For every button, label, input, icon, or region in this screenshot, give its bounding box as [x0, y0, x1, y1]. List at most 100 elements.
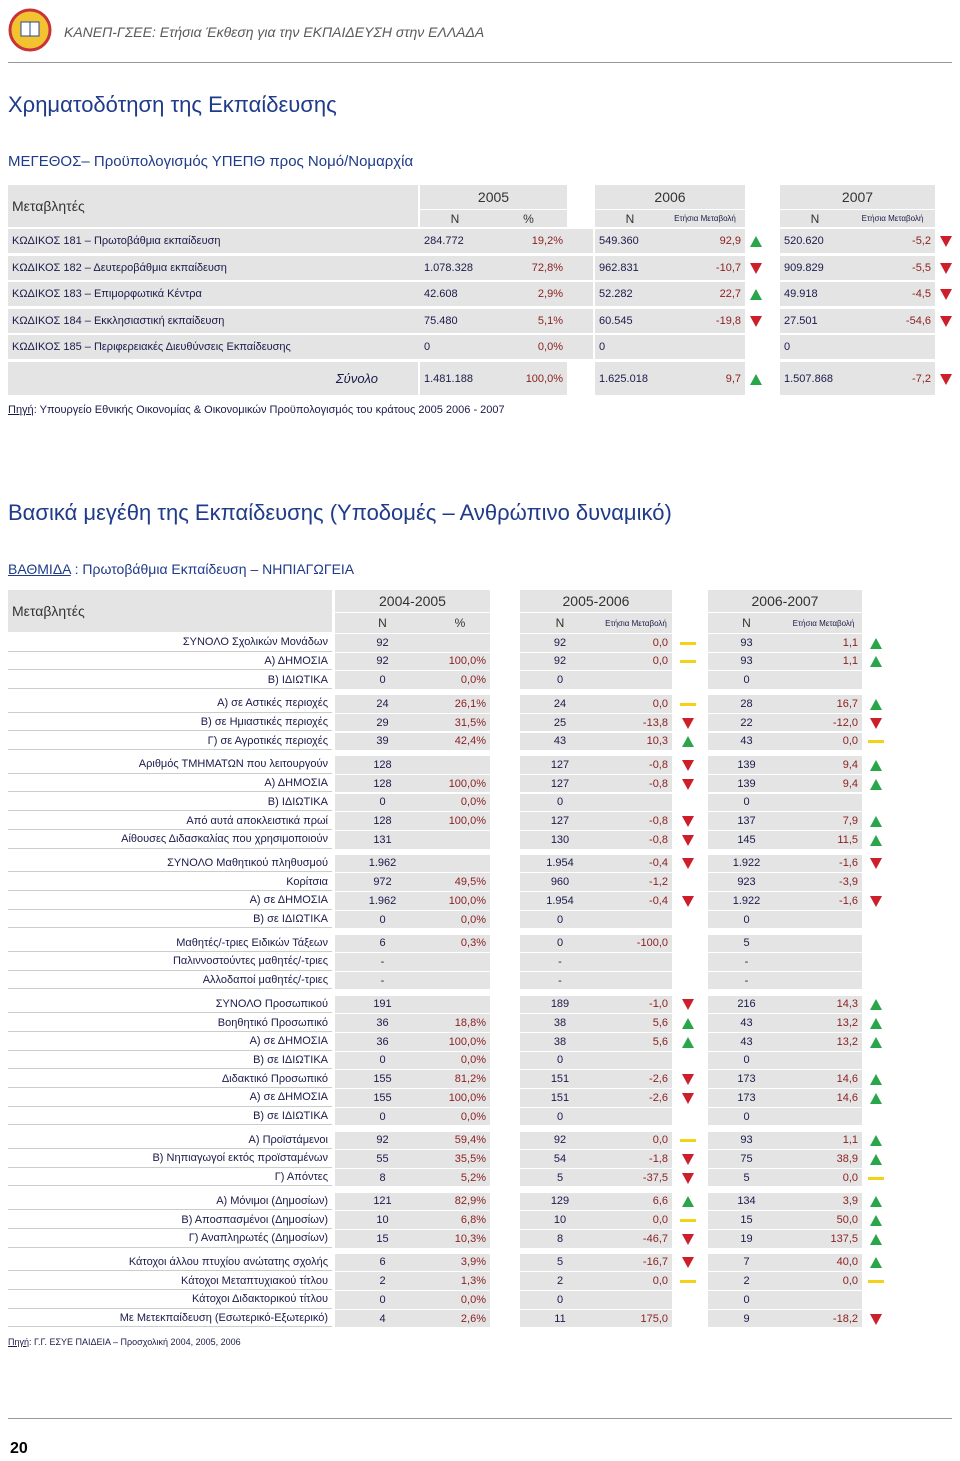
sub-header: Ετήσια Μεταβολή [600, 613, 672, 633]
trend-flat [680, 660, 696, 664]
value-cell: 0 [335, 1291, 430, 1309]
value-cell: 75 [708, 1150, 785, 1168]
value-cell: 75.480 [420, 308, 490, 333]
trend-up [750, 289, 762, 300]
row-label: Κορίτσια [8, 873, 332, 891]
value-cell: 26,1% [430, 695, 490, 713]
year-header: 2007 [780, 185, 935, 209]
value-cell: 49.918 [780, 282, 850, 306]
trend-flat [680, 1280, 696, 1284]
trend-down [750, 262, 762, 274]
trend-up [870, 1092, 882, 1104]
value-cell [785, 1107, 862, 1126]
value-cell: 11,5 [785, 831, 862, 849]
value-cell: 0,3% [430, 934, 490, 952]
trend-down [870, 717, 882, 729]
value-cell: -0,8 [600, 812, 672, 830]
value-cell [600, 910, 672, 929]
value-cell: 0 [595, 335, 665, 359]
value-cell: 19,2% [490, 229, 567, 253]
trend-up [870, 1036, 882, 1048]
value-cell: 1.954 [520, 854, 600, 873]
value-cell: 100,0% [430, 1089, 490, 1107]
row-label: Α) σε ΔΗΜΟΣΙΑ [8, 1033, 332, 1051]
value-cell: 92 [520, 652, 600, 671]
value-cell: 92 [335, 652, 430, 671]
value-cell: 1,3% [430, 1272, 490, 1290]
value-cell: 151 [520, 1070, 600, 1088]
value-cell: 3,9% [430, 1253, 490, 1272]
value-cell [600, 1291, 672, 1309]
value-cell: -100,0 [600, 934, 672, 952]
section-title: Χρηματοδότηση της Εκπαίδευσης [8, 92, 337, 117]
trend-up [870, 698, 882, 710]
sub-header: Ετήσια Μεταβολή [850, 210, 935, 227]
value-cell: 131 [335, 831, 430, 849]
value-cell: 14,6 [785, 1089, 862, 1107]
value-cell: 5,2% [430, 1168, 490, 1187]
trend-up [870, 1018, 882, 1030]
value-cell: 0 [520, 793, 600, 812]
value-cell: -2,6 [600, 1070, 672, 1088]
value-cell: 0 [708, 1107, 785, 1126]
value-cell: 1.954 [520, 892, 600, 910]
value-cell: 81,2% [430, 1070, 490, 1088]
value-cell [600, 953, 672, 971]
value-cell: 16,7 [785, 695, 862, 713]
value-cell: 6 [335, 934, 430, 952]
value-cell: 139 [708, 756, 785, 774]
row-label: Α) σε Αστικές περιοχές [8, 695, 332, 713]
value-cell: 134 [708, 1192, 785, 1211]
value-cell: 60.545 [595, 308, 665, 333]
value-cell: 139 [708, 774, 785, 793]
value-cell: 0 [520, 671, 600, 689]
value-cell: 129 [520, 1192, 600, 1211]
value-cell: 191 [335, 995, 430, 1014]
value-cell: 0 [520, 1291, 600, 1309]
value-cell: 9,4 [785, 774, 862, 793]
value-cell: 38,9 [785, 1150, 862, 1168]
value-cell: 0,0% [430, 671, 490, 689]
value-cell: 1,1 [785, 634, 862, 652]
trend-down [870, 858, 882, 870]
value-cell: 38 [520, 1014, 600, 1032]
year-header: 2004-2005 [335, 590, 490, 612]
trend-flat [868, 740, 884, 744]
value-cell: -2,6 [600, 1089, 672, 1107]
value-cell: 10 [335, 1211, 430, 1229]
value-cell: 0 [335, 910, 430, 929]
value-cell [430, 831, 490, 849]
trend-down [940, 289, 952, 300]
value-cell: 0,0 [600, 1211, 672, 1229]
value-cell: 82,9% [430, 1192, 490, 1211]
trend-up [682, 1196, 694, 1208]
value-cell: 0 [335, 1107, 430, 1126]
value-cell: 0 [520, 934, 600, 952]
value-cell: 36 [335, 1014, 430, 1032]
value-cell: 92 [520, 634, 600, 652]
value-cell: 15 [335, 1230, 430, 1248]
row-label: Β) Αποσπασμένοι (Δημοσίων) [8, 1211, 332, 1229]
value-cell: 35,5% [430, 1150, 490, 1168]
value-cell: 38 [520, 1033, 600, 1051]
section-title: Βασικά μεγέθη της Εκπαίδευσης (Υποδομές … [8, 500, 672, 525]
header-title: ΚΑΝΕΠ-ΓΣΕΕ: Ετήσια Έκθεση για την ΕΚΠΑΙΔ… [64, 24, 485, 40]
trend-up [870, 778, 882, 790]
trend-down [682, 1074, 694, 1086]
value-cell: 92 [520, 1131, 600, 1149]
row-label: Α) σε ΔΗΜΟΣΙΑ [8, 892, 332, 910]
row-label: ΣΥΝΟΛΟ Σχολικών Μονάδων [8, 634, 332, 652]
row-label: Βοηθητικό Προσωπικό [8, 1014, 332, 1032]
year-header: 2005 [420, 185, 567, 209]
value-cell: 5,1% [490, 308, 567, 333]
row-label: Α) σε ΔΗΜΟΣΙΑ [8, 1089, 332, 1107]
value-cell: 137 [708, 812, 785, 830]
value-cell: 24 [335, 695, 430, 713]
value-cell: 93 [708, 1131, 785, 1149]
trend-down [870, 1313, 882, 1325]
value-cell: -13,8 [600, 713, 672, 732]
value-cell: 155 [335, 1070, 430, 1088]
value-cell: 0 [335, 1051, 430, 1070]
trend-up [870, 1074, 882, 1086]
value-cell: - [520, 971, 600, 990]
